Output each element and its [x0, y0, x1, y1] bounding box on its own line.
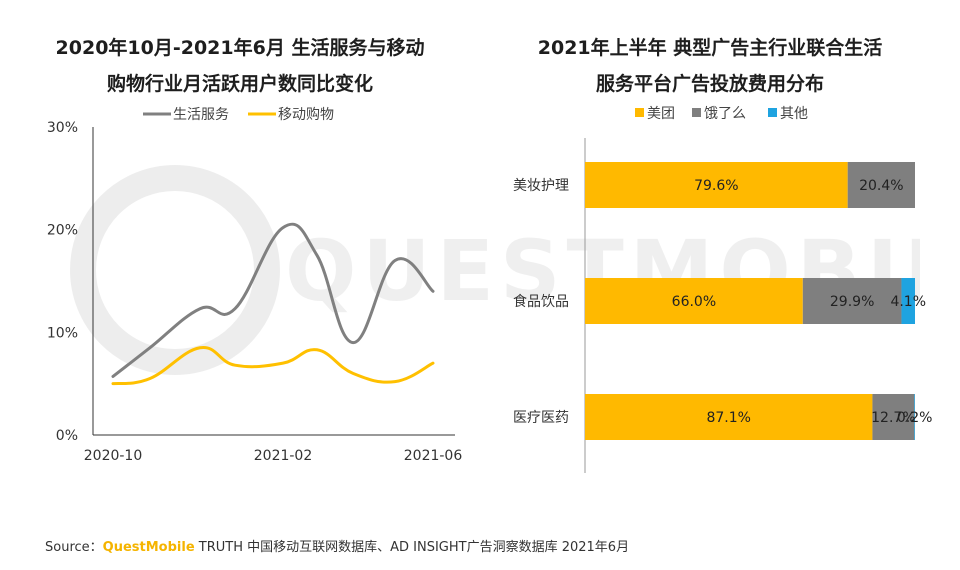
y-tick-label: 30% — [47, 120, 78, 136]
bar-segment-eleme — [872, 394, 915, 440]
x-tick-label: 2021-06 — [404, 448, 463, 464]
bar-label-meituan: 87.1% — [706, 410, 750, 426]
line-series-mobile-shopping — [111, 346, 435, 386]
source-prefix: Source： — [45, 540, 103, 555]
bar-label-eleme: 12.7% — [871, 410, 915, 426]
source-text: TRUTH 中国移动互联网数据库、AD INSIGHT广告洞察数据库 2021年… — [194, 540, 630, 555]
bar-label-meituan: 79.6% — [694, 178, 738, 194]
bar-segment-eleme — [802, 278, 902, 324]
bar-label-meituan: 66.0% — [672, 294, 716, 310]
bar-label-other: 0.2% — [897, 410, 933, 426]
legend-swatch — [692, 108, 701, 117]
bar-label-eleme: 20.4% — [859, 178, 903, 194]
source-note: Source：QuestMobile TRUTH 中国移动互联网数据库、AD I… — [45, 536, 629, 555]
legend-label: 美团 — [647, 106, 675, 122]
legend-label: 移动购物 — [278, 107, 334, 123]
y-tick-label: 20% — [47, 223, 78, 239]
bar-segment-meituan — [585, 394, 873, 440]
category-label: 医疗医药 — [513, 410, 569, 426]
line-chart-title-line-1: 2020年10月-2021年6月 生活服务与移动 — [55, 37, 425, 59]
x-tick-label: 2021-02 — [254, 448, 313, 464]
bar-segment-eleme — [847, 162, 915, 208]
category-label: 食品饮品 — [513, 293, 569, 310]
stacked-bar-chart: 美妆护理 79.6% 20.4% 食品饮品 66.0% 29.9% 4.1% 医疗医药 87.1… — [513, 106, 933, 473]
legend-label: 生活服务 — [173, 107, 229, 123]
bar-chart-title-line-1: 2021年上半年 典型广告主行业联合生活 — [537, 37, 883, 59]
bar-chart-title: 2021年上半年 典型广告主行业联合生活 服务平台广告投放费用分布 — [490, 30, 930, 102]
line-chart-title-line-2: 购物行业月活跃用户数同比变化 — [106, 73, 373, 95]
y-tick-label: 10% — [47, 325, 78, 341]
bar-segment-other — [901, 278, 915, 324]
legend-label: 饿了么 — [704, 106, 746, 122]
line-chart-title: 2020年10月-2021年6月 生活服务与移动 购物行业月活跃用户数同比变化 — [20, 30, 460, 102]
line-series-life-services — [111, 222, 435, 378]
bar-segment-meituan — [585, 278, 803, 324]
line-chart: 30% 20% 10% 0% 2020-10 2021-02 2021-06 生活服务 移动购物 — [47, 107, 463, 464]
bar-label-eleme: 29.9% — [830, 294, 874, 310]
category-label: 美妆护理 — [513, 178, 569, 194]
legend-swatch — [635, 108, 644, 117]
y-tick-label: 0% — [56, 428, 78, 444]
source-brand: QuestMobile — [102, 540, 195, 555]
bar-label-other: 4.1% — [890, 294, 926, 310]
bar-segment-other — [914, 394, 915, 440]
legend-swatch — [768, 108, 777, 117]
x-tick-label: 2020-10 — [84, 448, 143, 464]
legend-label: 其他 — [780, 106, 808, 122]
bar-chart-title-line-2: 服务平台广告投放费用分布 — [595, 73, 824, 95]
bar-segment-meituan — [585, 162, 848, 208]
